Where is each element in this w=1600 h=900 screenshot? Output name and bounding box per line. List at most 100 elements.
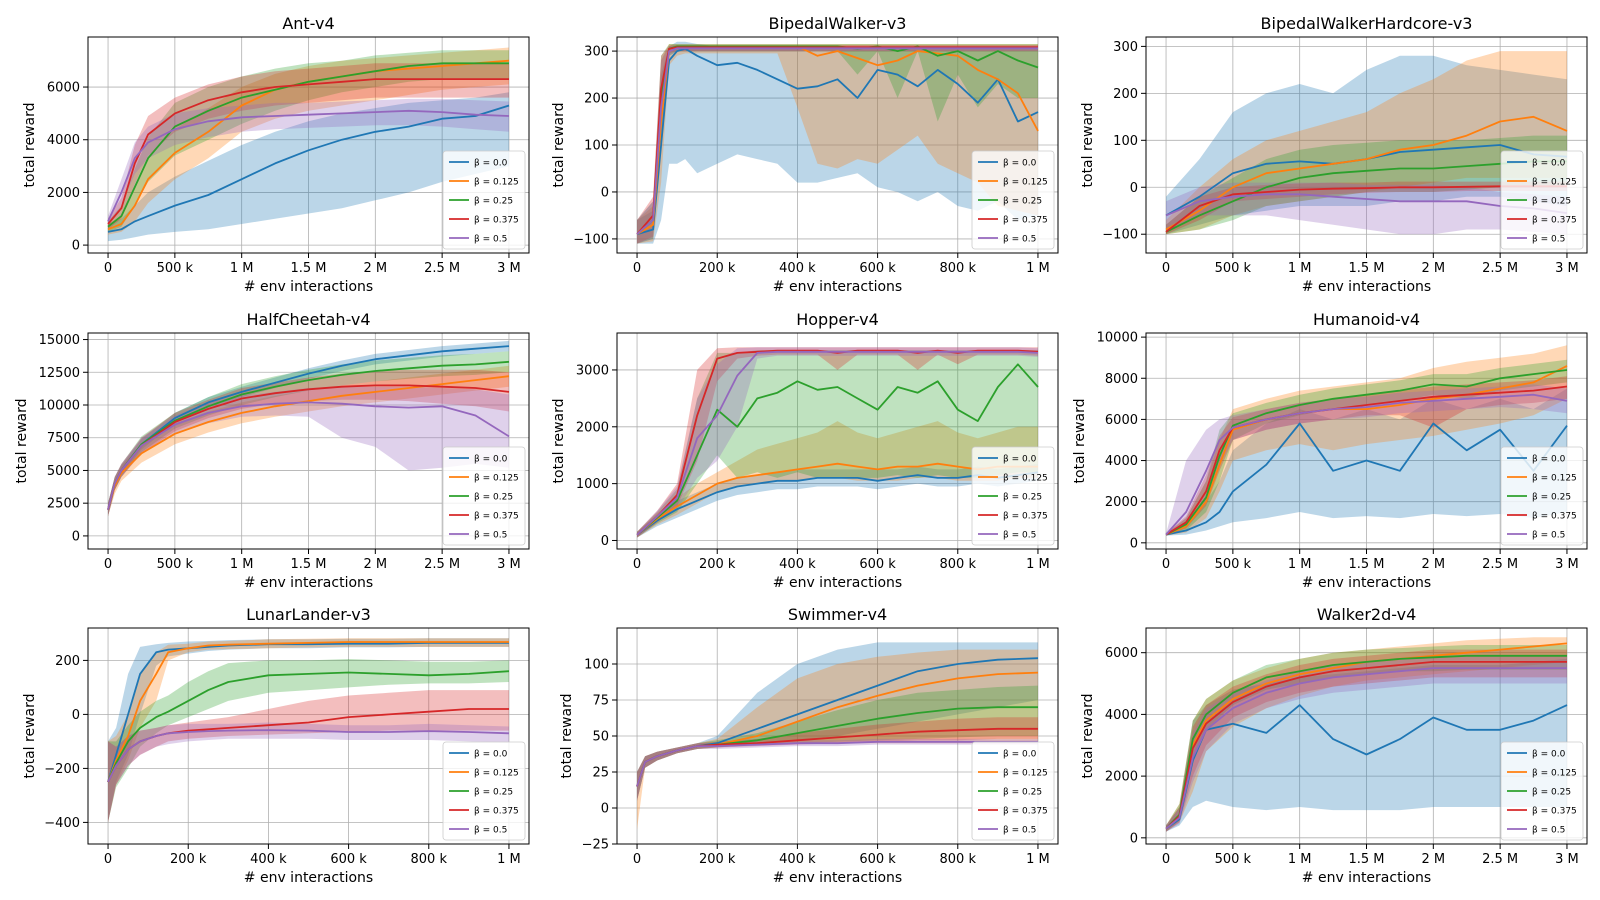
legend-label: β = 0.125 — [474, 769, 519, 779]
legend-label: β = 0.375 — [1532, 216, 1577, 226]
series-line — [1165, 661, 1567, 830]
legend: β = 0.0 β = 0.125 β = 0.25 β = 0.375 β = 0.5 — [1500, 150, 1584, 250]
x-tick-label: 400 k — [250, 852, 287, 867]
legend-label: β = 0.5 — [1003, 235, 1036, 245]
legend-box — [971, 446, 1055, 546]
legend-label: β = 0.25 — [1532, 197, 1571, 207]
legend-label: β = 0.125 — [1532, 769, 1577, 779]
y-tick-label: 10000 — [1097, 331, 1138, 346]
x-axis-label: # env interactions — [244, 575, 373, 591]
y-tick-label: −25 — [582, 838, 609, 853]
chart-title: BipedalWalkerHardcore-v3 — [1261, 14, 1473, 33]
series-line — [636, 350, 1039, 536]
legend-label: β = 0.25 — [474, 788, 513, 798]
y-tick-label: 0 — [72, 529, 80, 544]
series-line — [1165, 642, 1568, 830]
series-line — [636, 740, 1038, 787]
legend-label: β = 0.375 — [1532, 512, 1577, 522]
legend-label: β = 0.0 — [1003, 159, 1037, 169]
legend: β = 0.0 β = 0.125 β = 0.25 β = 0.375 β = 0.5 — [1500, 446, 1584, 546]
legend-label: β = 0.125 — [1532, 178, 1577, 188]
x-tick-label: 1 M — [230, 557, 254, 572]
x-axis-label: # env interactions — [244, 279, 373, 295]
legend-box — [971, 741, 1055, 841]
legend-label: β = 0.5 — [1532, 235, 1565, 245]
y-axis-label: total reward — [551, 103, 567, 188]
subplot-1: 0 200 k 400 k 600 k 800 k 1 M −100 0 100 200 300 Bi… — [551, 14, 1059, 295]
series-line — [107, 670, 510, 783]
y-tick-label: 2000 — [576, 420, 609, 435]
y-tick-label: −100 — [573, 232, 609, 247]
y-axis-label: total reward — [22, 103, 38, 188]
confidence-band — [637, 463, 1038, 538]
x-tick-label: 2.5 M — [1482, 852, 1518, 867]
confidence-band — [637, 717, 1038, 801]
legend: β = 0.0 β = 0.125 β = 0.25 β = 0.375 β = 0.5 — [442, 741, 526, 841]
x-tick-label: 0 — [104, 852, 112, 867]
x-axis-label: # env interactions — [1302, 870, 1431, 886]
x-tick-label: 400 k — [779, 261, 816, 276]
x-tick-label: 1 M — [1026, 261, 1050, 276]
series-line — [1165, 160, 1567, 233]
x-tick-label: 500 k — [1215, 261, 1252, 276]
x-tick-label: 3 M — [497, 261, 521, 276]
x-tick-label: 600 k — [859, 852, 896, 867]
y-axis-label: total reward — [1080, 103, 1096, 188]
y-tick-label: 0 — [601, 534, 609, 549]
y-tick-label: 2000 — [1105, 495, 1138, 510]
y-tick-label: 7500 — [47, 431, 80, 446]
x-tick-label: 1.5 M — [1348, 557, 1384, 572]
x-tick-label: 1 M — [1026, 557, 1050, 572]
series-line — [636, 47, 1039, 236]
x-tick-label: 1 M — [230, 261, 254, 276]
chart-title: HalfCheetah-v4 — [246, 310, 370, 329]
chart-title: Walker2d-v4 — [1317, 605, 1417, 624]
legend-box — [1500, 150, 1584, 250]
y-tick-label: −100 — [1102, 228, 1138, 243]
x-tick-label: 3 M — [1555, 557, 1579, 572]
confidence-band — [637, 347, 1038, 538]
y-tick-label: 0 — [72, 239, 80, 254]
y-tick-label: 0 — [72, 708, 80, 723]
confidence-band — [108, 50, 509, 232]
y-axis-label: total reward — [551, 399, 567, 484]
x-tick-label: 2 M — [364, 261, 388, 276]
y-tick-label: 3000 — [576, 363, 609, 378]
x-tick-label: 2 M — [1422, 852, 1446, 867]
legend-label: β = 0.25 — [1532, 788, 1571, 798]
confidence-band — [108, 659, 509, 823]
y-tick-label: 100 — [1113, 134, 1138, 149]
y-tick-label: 100 — [584, 658, 609, 673]
x-tick-label: 200 k — [699, 557, 736, 572]
legend-label: β = 0.125 — [474, 474, 519, 484]
confidence-band — [1166, 655, 1567, 832]
series-line — [1165, 115, 1568, 231]
x-axis-label: # env interactions — [773, 279, 902, 295]
subplot-6: 0 200 k 400 k 600 k 800 k 1 M −400 −200 0 200 Luna… — [22, 605, 530, 886]
subplot-0: 0 500 k 1 M 1.5 M 2 M 2.5 M 3 M 0 2000 4000 6000 An… — [22, 14, 530, 295]
legend-label: β = 0.25 — [474, 493, 513, 503]
legend-label: β = 0.5 — [474, 531, 507, 541]
y-tick-label: 0 — [601, 802, 609, 817]
series-line — [636, 462, 1038, 536]
x-tick-label: 800 k — [411, 852, 448, 867]
y-tick-label: 4000 — [1105, 708, 1138, 723]
x-tick-label: 600 k — [859, 557, 896, 572]
y-tick-label: 200 — [1113, 87, 1138, 102]
confidence-band — [1166, 51, 1567, 235]
plot-area — [1165, 345, 1568, 536]
legend: β = 0.0 β = 0.125 β = 0.25 β = 0.375 β = 0.5 — [442, 150, 526, 250]
x-tick-label: 1.5 M — [1348, 261, 1384, 276]
confidence-band — [108, 690, 509, 823]
y-tick-label: 0 — [1130, 181, 1138, 196]
y-tick-label: 15000 — [39, 333, 80, 348]
x-tick-label: 2.5 M — [424, 557, 460, 572]
legend-label: β = 0.125 — [1003, 769, 1048, 779]
legend-label: β = 0.0 — [1003, 455, 1037, 465]
x-tick-label: 500 k — [157, 557, 194, 572]
y-tick-label: 4000 — [47, 133, 80, 148]
legend: β = 0.0 β = 0.125 β = 0.25 β = 0.375 β = 0.5 — [971, 150, 1055, 250]
chart-title: Humanoid-v4 — [1313, 310, 1420, 329]
y-axis-label: total reward — [1080, 694, 1096, 779]
